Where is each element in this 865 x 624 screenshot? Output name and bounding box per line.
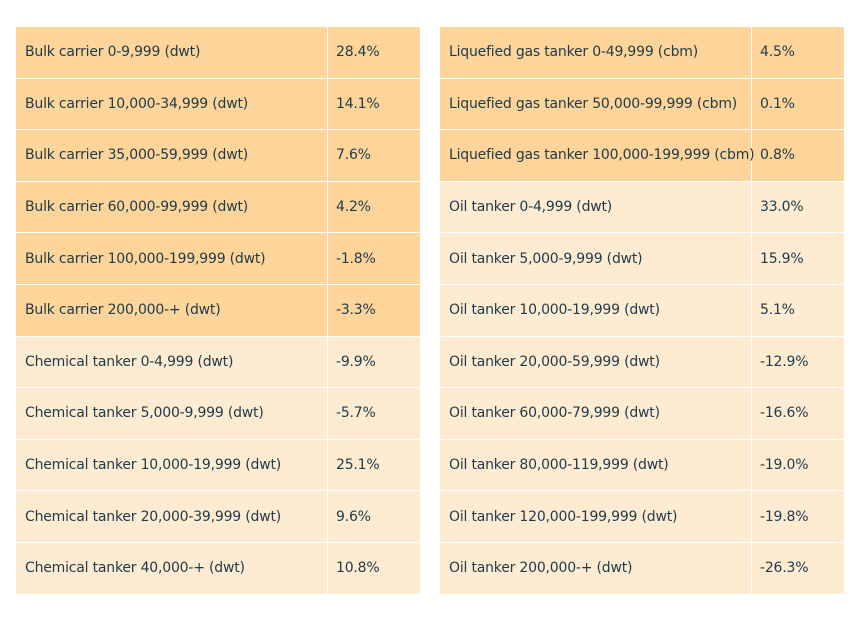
table-row: Oil tanker 60,000-79,999 (dwt) -16.6% xyxy=(440,388,844,440)
row-value: -1.8% xyxy=(336,250,376,267)
table-row: Bulk carrier 35,000-59,999 (dwt) 7.6% xyxy=(16,130,420,182)
row-value: -3.3% xyxy=(336,302,376,319)
left-table: Bulk carrier 0-9,999 (dwt) 28.4% Bulk ca… xyxy=(16,27,420,595)
row-label: Chemical tanker 40,000-+ (dwt) xyxy=(16,542,328,594)
row-label: Chemical tanker 20,000-39,999 (dwt) xyxy=(16,491,328,542)
row-value: 14.1% xyxy=(336,95,380,112)
row-value: -16.6% xyxy=(760,405,809,422)
row-label: Bulk carrier 10,000-34,999 (dwt) xyxy=(16,78,328,130)
right-table: Liquefied gas tanker 0-49,999 (cbm) 4.5%… xyxy=(440,27,844,595)
row-label: Bulk carrier 100,000-199,999 (dwt) xyxy=(16,233,328,284)
table-row: Chemical tanker 0-4,999 (dwt) -9.9% xyxy=(16,336,420,389)
row-label: Liquefied gas tanker 50,000-99,999 (cbm) xyxy=(440,78,752,130)
table-row: Bulk carrier 100,000-199,999 (dwt) -1.8% xyxy=(16,233,420,285)
row-value: 15.9% xyxy=(760,250,804,267)
row-value: 28.4% xyxy=(336,44,380,61)
row-label: Oil tanker 200,000-+ (dwt) xyxy=(440,542,752,594)
table-row: Oil tanker 5,000-9,999 (dwt) 15.9% xyxy=(440,233,844,285)
row-label: Oil tanker 80,000-119,999 (dwt) xyxy=(440,439,752,491)
row-label: Oil tanker 5,000-9,999 (dwt) xyxy=(440,233,752,284)
row-value: 0.1% xyxy=(760,95,795,112)
table-row: Oil tanker 20,000-59,999 (dwt) -12.9% xyxy=(440,336,844,389)
row-label: Chemical tanker 10,000-19,999 (dwt) xyxy=(16,439,328,491)
row-value: -12.9% xyxy=(760,353,809,370)
row-label: Bulk carrier 200,000-+ (dwt) xyxy=(16,284,328,336)
row-value: 7.6% xyxy=(336,147,371,164)
table-row: Oil tanker 200,000-+ (dwt) -26.3% xyxy=(440,542,844,595)
table-row: Oil tanker 120,000-199,999 (dwt) -19.8% xyxy=(440,491,844,543)
row-value: -5.7% xyxy=(336,405,376,422)
row-label: Oil tanker 10,000-19,999 (dwt) xyxy=(440,284,752,336)
row-label: Liquefied gas tanker 0-49,999 (cbm) xyxy=(440,27,752,78)
table-row: Oil tanker 10,000-19,999 (dwt) 5.1% xyxy=(440,284,844,337)
table-row: Bulk carrier 10,000-34,999 (dwt) 14.1% xyxy=(16,78,420,131)
table-row: Chemical tanker 20,000-39,999 (dwt) 9.6% xyxy=(16,491,420,543)
row-value: -19.0% xyxy=(760,457,809,474)
table-row: Oil tanker 0-4,999 (dwt) 33.0% xyxy=(440,181,844,234)
table-row: Chemical tanker 5,000-9,999 (dwt) -5.7% xyxy=(16,388,420,440)
row-value: 0.8% xyxy=(760,147,795,164)
row-label: Oil tanker 20,000-59,999 (dwt) xyxy=(440,336,752,388)
table-row: Bulk carrier 200,000-+ (dwt) -3.3% xyxy=(16,284,420,337)
table-row: Chemical tanker 40,000-+ (dwt) 10.8% xyxy=(16,542,420,595)
table-row: Bulk carrier 60,000-99,999 (dwt) 4.2% xyxy=(16,181,420,234)
row-label: Bulk carrier 0-9,999 (dwt) xyxy=(16,27,328,78)
row-value: 4.5% xyxy=(760,44,795,61)
table-row: Liquefied gas tanker 100,000-199,999 (cb… xyxy=(440,130,844,182)
row-value: 10.8% xyxy=(336,560,380,577)
row-value: -19.8% xyxy=(760,508,809,525)
table-row: Chemical tanker 10,000-19,999 (dwt) 25.1… xyxy=(16,439,420,492)
row-label: Chemical tanker 0-4,999 (dwt) xyxy=(16,336,328,388)
table-row: Oil tanker 80,000-119,999 (dwt) -19.0% xyxy=(440,439,844,492)
row-value: -26.3% xyxy=(760,560,809,577)
row-label: Oil tanker 60,000-79,999 (dwt) xyxy=(440,388,752,439)
row-label: Chemical tanker 5,000-9,999 (dwt) xyxy=(16,388,328,439)
table-row: Liquefied gas tanker 50,000-99,999 (cbm)… xyxy=(440,78,844,131)
row-value: 33.0% xyxy=(760,199,804,216)
row-label: Oil tanker 0-4,999 (dwt) xyxy=(440,181,752,233)
row-value: 4.2% xyxy=(336,199,371,216)
row-value: -9.9% xyxy=(336,353,376,370)
row-label: Liquefied gas tanker 100,000-199,999 (cb… xyxy=(440,130,755,181)
row-value: 9.6% xyxy=(336,508,371,525)
row-value: 5.1% xyxy=(760,302,795,319)
row-label: Oil tanker 120,000-199,999 (dwt) xyxy=(440,491,752,542)
row-label: Bulk carrier 60,000-99,999 (dwt) xyxy=(16,181,328,233)
row-value: 25.1% xyxy=(336,457,380,474)
table-row: Liquefied gas tanker 0-49,999 (cbm) 4.5% xyxy=(440,27,844,79)
table-row: Bulk carrier 0-9,999 (dwt) 28.4% xyxy=(16,27,420,79)
row-label: Bulk carrier 35,000-59,999 (dwt) xyxy=(16,130,328,181)
